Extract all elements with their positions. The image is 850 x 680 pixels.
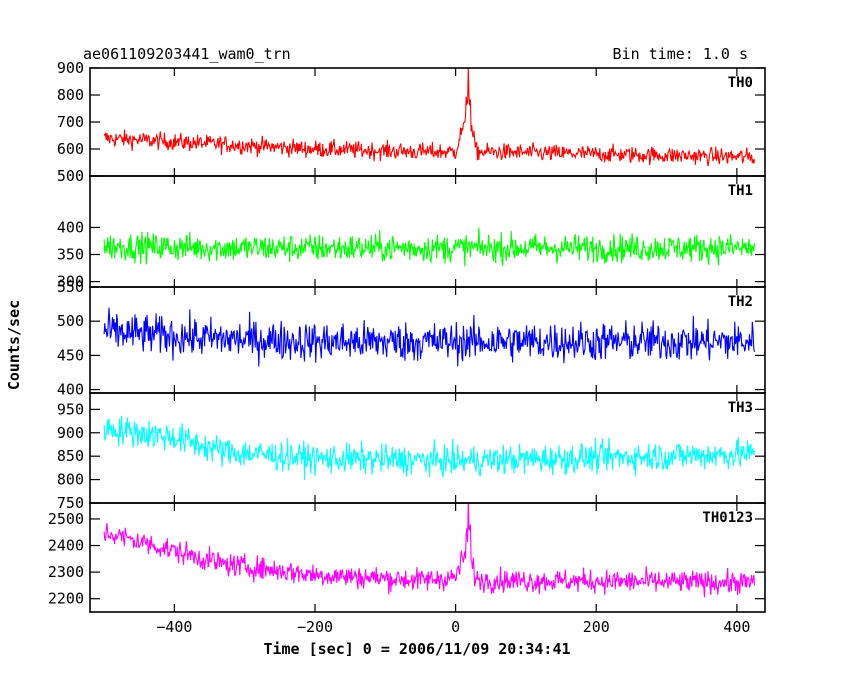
y-tick-label: 500: [57, 312, 84, 330]
y-tick-label: 900: [57, 424, 84, 442]
y-axis-title: Counts/sec: [5, 300, 23, 390]
panel-frame-th0123: [89, 502, 766, 613]
x-tick-label: 0: [451, 618, 460, 636]
y-tick-label: 450: [57, 346, 84, 364]
panel-frame-th1: [89, 175, 766, 288]
panels: 500600700800900TH0300350400TH14004505005…: [48, 59, 766, 613]
y-tick-label: 2200: [48, 590, 84, 608]
y-tick-label: 2400: [48, 537, 84, 555]
panel-th3: 750 800 850 900 950 TH3: [57, 392, 766, 512]
x-axis-title: Time [sec] 0 = 2006/11/09 20:34:41: [263, 640, 570, 658]
panel-label-th3: TH3: [728, 400, 753, 416]
y-tick-label: 300: [57, 273, 84, 291]
panel-label-th0123: TH0123: [702, 510, 753, 526]
series-line-th0123: [103, 503, 756, 598]
y-tick-label: 550: [57, 278, 84, 296]
y-tick-label: 2300: [48, 563, 84, 581]
y-tick-label: 750: [57, 494, 84, 512]
panel-th1: 300 350 400 TH1: [57, 175, 766, 291]
y-tick-label: 900: [57, 59, 84, 77]
y-tick-label: 700: [57, 113, 84, 131]
panel-label-th1: TH1: [728, 183, 753, 199]
series-line-th1: [103, 227, 756, 267]
chart-title: ae061109203441_wam0_trn: [83, 45, 291, 63]
y-tick-label: 400: [57, 381, 84, 399]
series-line-th3: [103, 415, 756, 481]
y-tick-label: 500: [57, 167, 84, 185]
y-tick-label: 800: [57, 86, 84, 104]
panel-th0: 500 600 700 800 900 TH0: [57, 59, 766, 185]
y-tick-label: 850: [57, 447, 84, 465]
panel-label-th0: TH0: [728, 75, 753, 91]
panel-th0123: 2200 2300 2400 2500 TH0123: [48, 502, 766, 613]
y-tick-label: 950: [57, 400, 84, 418]
panel-th2: 400 450 500 550 TH2: [57, 278, 766, 399]
x-tick-label: −200: [297, 618, 333, 636]
y-tick-label: 600: [57, 140, 84, 158]
x-tick-label: 400: [723, 618, 750, 636]
panel-frame-th3: [89, 392, 766, 504]
x-tick-label: 200: [583, 618, 610, 636]
y-tick-label: 400: [57, 218, 84, 236]
y-tick-label: 350: [57, 246, 84, 264]
x-axis: −400 −200 0 200 400: [156, 618, 750, 636]
series-line-th2: [103, 307, 756, 367]
panel-label-th2: TH2: [728, 294, 753, 310]
bin-time-label: Bin time: 1.0 s: [613, 45, 748, 63]
y-tick-label: 800: [57, 471, 84, 489]
y-tick-label: 2500: [48, 510, 84, 528]
series-line-th0: [103, 68, 756, 167]
x-tick-label: −400: [156, 618, 192, 636]
